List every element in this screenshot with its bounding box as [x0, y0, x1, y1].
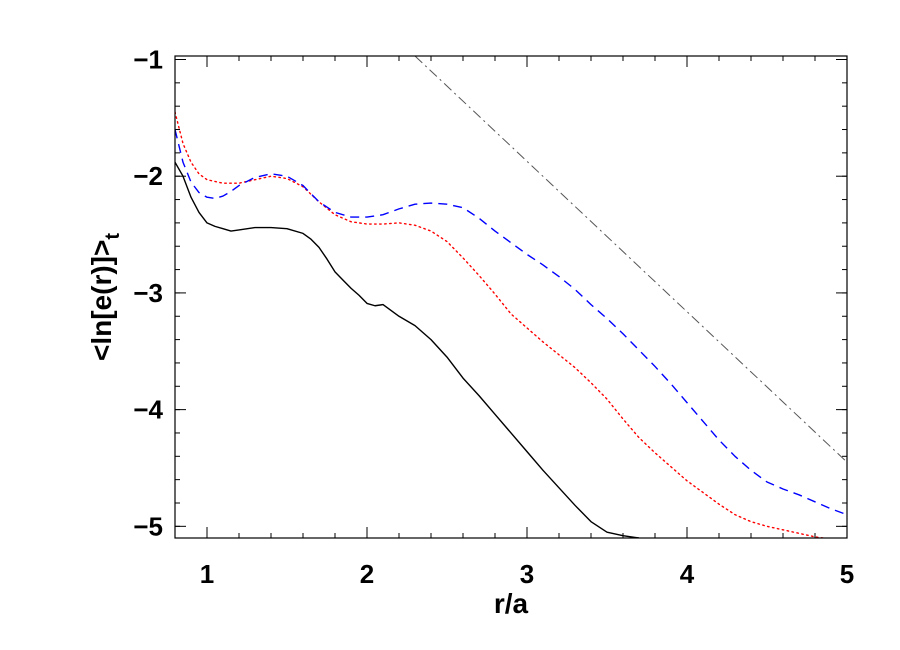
series-line-dashdot-gray — [414, 56, 847, 463]
x-axis-title: r/a — [494, 588, 529, 619]
series-line-dotted-red — [175, 111, 824, 538]
x-tick-label: 5 — [840, 559, 854, 589]
y-axis-title-main: <ln[e(r)]> — [86, 240, 117, 361]
y-tick-label: −2 — [133, 161, 163, 191]
y-tick-label: −1 — [133, 45, 163, 75]
y-axis-title-subscript: t — [102, 233, 124, 240]
y-tick-label: −4 — [133, 395, 163, 425]
x-tick-label: 2 — [360, 559, 374, 589]
y-tick-label: −3 — [133, 278, 163, 308]
plot-frame — [174, 55, 848, 539]
series-line-dashed-blue — [175, 129, 847, 516]
y-tick-labels: −1 −2 −3 −4 −5 — [133, 45, 163, 542]
series-layer — [175, 56, 847, 538]
x-tick-label: 1 — [200, 559, 214, 589]
y-axis-title: <ln[e(r)]>t — [86, 233, 124, 361]
x-tick-labels: 1 2 3 4 5 — [200, 559, 854, 589]
x-tick-label: 4 — [680, 559, 695, 589]
series-line-solid-black — [175, 161, 640, 538]
x-tick-label: 3 — [520, 559, 534, 589]
y-tick-label: −5 — [133, 511, 163, 541]
